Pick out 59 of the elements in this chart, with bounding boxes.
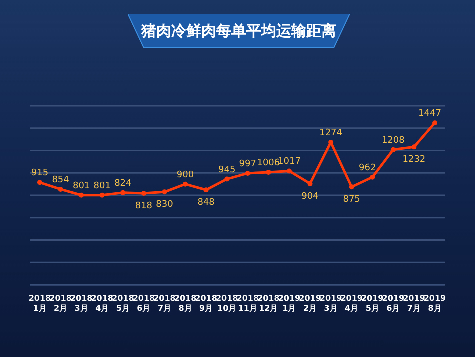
data-label: 1232 [402, 155, 426, 166]
data-label: 1208 [382, 136, 406, 146]
data-label: 818 [135, 201, 153, 212]
data-label: 801 [72, 181, 90, 192]
data-label: 875 [343, 195, 360, 206]
data-label: 915 [31, 168, 49, 179]
x-tick-label: 2019 3月 [320, 294, 343, 313]
x-tick-label: 2018 10月 [216, 294, 239, 313]
point [370, 174, 376, 180]
point [162, 190, 168, 195]
data-label: 945 [218, 165, 236, 176]
data-label: 1017 [278, 157, 301, 168]
point [100, 192, 105, 198]
x-tick-label: 2019 5月 [362, 294, 384, 313]
data-label: 1447 [418, 109, 442, 120]
data-label: 997 [239, 159, 256, 170]
point [390, 147, 396, 152]
point [120, 190, 126, 196]
data-label: 1274 [320, 128, 343, 138]
point [58, 186, 64, 192]
point [141, 190, 146, 196]
point [412, 144, 417, 150]
point [266, 170, 272, 175]
x-tick-label: 2018 1月 [28, 294, 52, 313]
point [432, 120, 438, 126]
point [308, 181, 313, 186]
x-tick-label: 2018 11月 [236, 294, 260, 313]
point [183, 182, 188, 187]
x-tick-label: 2018 3月 [70, 294, 94, 313]
point [245, 170, 250, 176]
point [38, 180, 42, 186]
data-label: 801 [94, 181, 111, 192]
point [204, 188, 209, 193]
x-tick-label: 2018 4月 [91, 294, 114, 313]
data-label: 824 [114, 178, 132, 189]
data-label: 830 [156, 200, 174, 210]
data-label: 848 [198, 198, 216, 208]
x-tick-label: 2019 1月 [278, 294, 302, 313]
x-tick-label: 2018 8月 [174, 294, 198, 313]
point [349, 184, 354, 190]
data-label: 854 [52, 175, 70, 186]
data-label: 1006 [257, 158, 280, 168]
x-tick-label: 2019 6月 [382, 294, 405, 313]
x-tick-label: 2019 8月 [424, 294, 447, 313]
x-tick-label: 2018 7月 [154, 294, 176, 313]
x-tick-label: 2019 7月 [403, 294, 426, 313]
point [224, 176, 230, 182]
x-tick-label: 2018 6月 [132, 294, 156, 313]
x-tick-label: 2019 2月 [299, 294, 322, 313]
x-tick-label: 2018 9月 [195, 294, 218, 313]
point [286, 168, 292, 174]
x-tick-label: 2018 5月 [112, 294, 135, 313]
x-tick-label: 2019 4月 [340, 294, 364, 313]
x-tick-label: 2018 12月 [258, 294, 280, 313]
data-label: 900 [176, 170, 194, 180]
data-label: 904 [302, 192, 320, 202]
data-label: 962 [359, 163, 376, 174]
x-tick-label: 2018 2月 [50, 294, 72, 313]
point [79, 192, 84, 198]
